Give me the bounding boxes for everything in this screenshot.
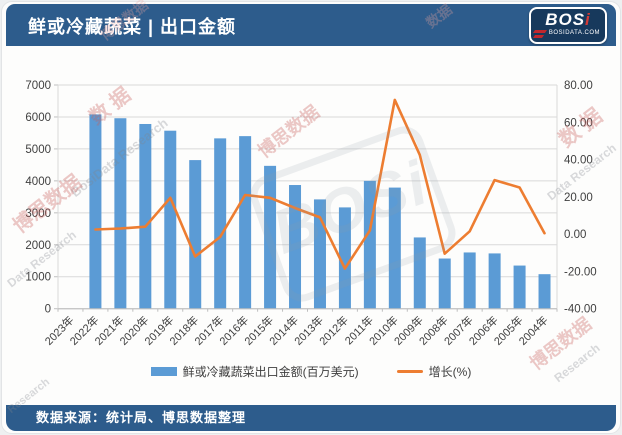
legend-item-line: 增长(%) — [396, 363, 472, 380]
bar-2013年 — [313, 199, 326, 309]
right-axis-label: 80.00 — [564, 80, 593, 92]
right-axis-label: -40.00 — [564, 304, 597, 316]
bosi-logo: BOSi BOSIDATA.COM — [529, 7, 607, 44]
logo-stripe-icon — [532, 30, 548, 33]
left-axis-label: 6000 — [25, 112, 51, 124]
bar-2006年 — [488, 253, 501, 309]
bar-2011年 — [363, 180, 376, 309]
left-axis-label: 3000 — [25, 208, 51, 220]
page-title: 鲜或冷藏蔬菜 | 出口金额 — [28, 17, 237, 37]
right-axis-label: -20.00 — [564, 266, 597, 278]
bar-2004年 — [538, 274, 551, 309]
left-axis-label: 7000 — [25, 80, 51, 92]
bosi-logo-text: BOSi — [545, 10, 591, 29]
logo-stripe-icon — [532, 35, 545, 38]
legend-line-label: 增长(%) — [428, 365, 472, 379]
bosi-logo-domain: BOSIDATA.COM — [548, 30, 600, 36]
left-axis-label: 5000 — [25, 144, 51, 156]
line-swatch-icon — [396, 370, 423, 373]
bar-2015年 — [264, 165, 277, 309]
bar-2021年 — [114, 118, 127, 309]
bar-2012年 — [338, 207, 351, 309]
left-axis-label: 4000 — [25, 176, 51, 188]
bar-2016年 — [239, 136, 252, 309]
bar-swatch-icon — [150, 367, 177, 376]
bar-2018年 — [189, 160, 202, 309]
bar-2022年 — [89, 114, 102, 309]
right-axis-label: 0.00 — [564, 229, 586, 241]
left-axis-label: 1000 — [25, 272, 51, 284]
legend-bar-label: 鲜或冷藏蔬菜出口金额(百万美元) — [182, 365, 359, 379]
right-axis-label: 20.00 — [564, 192, 593, 204]
left-axis-label: 2000 — [25, 240, 51, 252]
bar-2005年 — [513, 265, 526, 309]
bar-2019年 — [164, 130, 177, 309]
right-axis-label: 60.00 — [564, 117, 593, 129]
bar-2017年 — [214, 138, 227, 309]
growth-line — [94, 98, 546, 270]
legend: 鲜或冷藏蔬菜出口金额(百万美元) 增长(%) — [0, 363, 622, 380]
bar-2010年 — [388, 187, 401, 309]
bar-2007年 — [463, 252, 476, 309]
left-axis-label: 0 — [45, 304, 51, 316]
bar-2009年 — [413, 237, 426, 309]
header-bar: 鲜或冷藏蔬菜 | 出口金额 BOSi BOSIDATA.COM — [6, 4, 616, 46]
legend-item-bar: 鲜或冷藏蔬菜出口金额(百万美元) — [150, 363, 359, 380]
bar-2014年 — [289, 185, 302, 309]
right-axis-label: 40.00 — [564, 155, 593, 167]
bar-2020年 — [139, 123, 152, 309]
data-source-bar: 数据来源：统计局、博思数据整理 — [6, 405, 616, 431]
bar-2008年 — [438, 258, 451, 309]
